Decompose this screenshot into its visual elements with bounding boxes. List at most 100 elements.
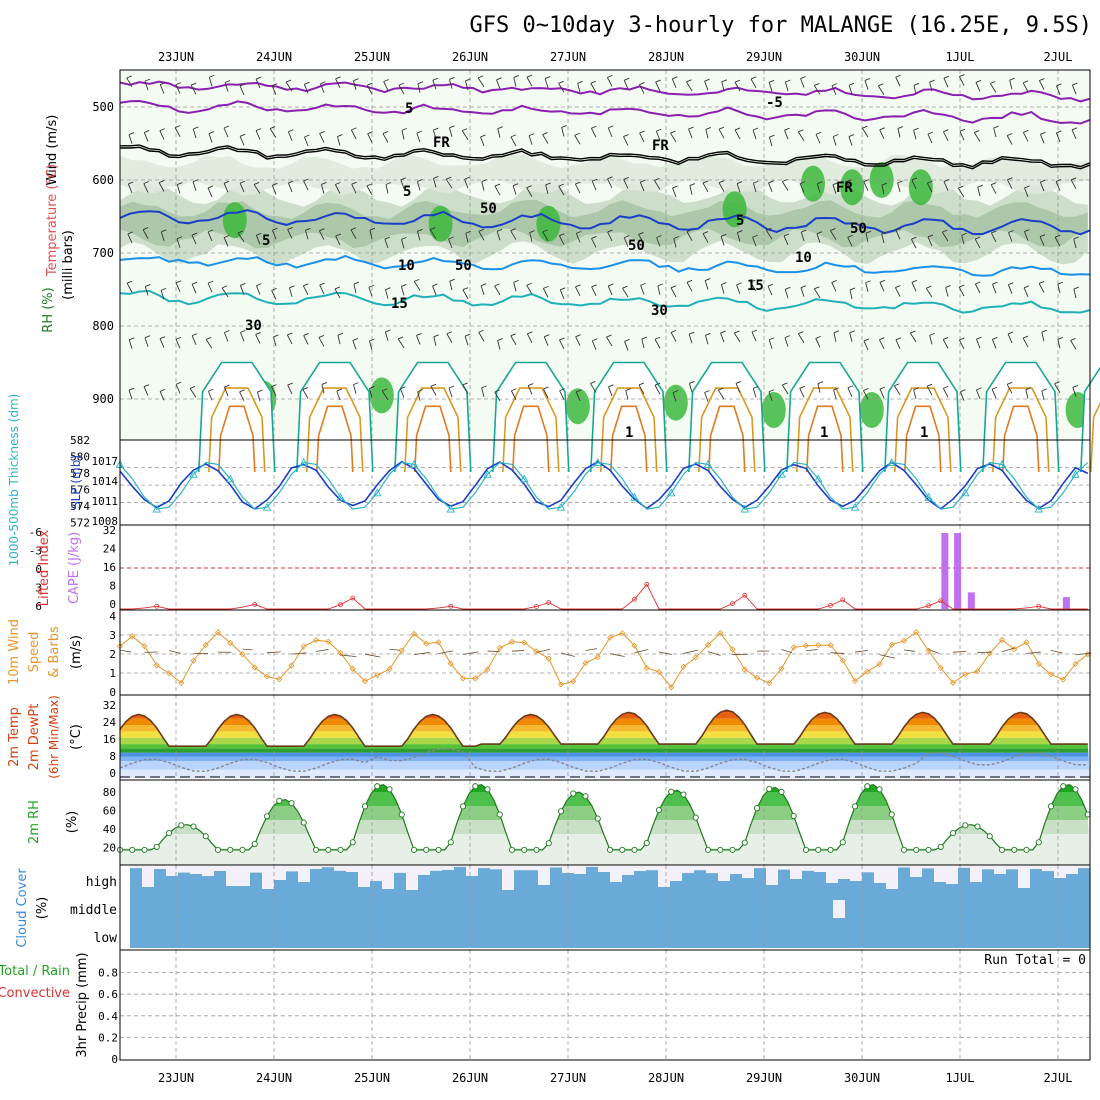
high-cloud-gap xyxy=(814,866,826,872)
wind-barb xyxy=(959,74,965,86)
surface-wind-barb xyxy=(438,650,454,654)
surface-wind-barb xyxy=(536,648,551,653)
wind-barb xyxy=(510,388,517,400)
temperature-contour xyxy=(904,405,942,473)
wind-barb xyxy=(271,287,277,300)
high-cloud-gap xyxy=(610,866,622,882)
wind-barb xyxy=(590,80,597,93)
surface-wind-barb xyxy=(364,653,381,658)
thickness-marker xyxy=(372,488,382,497)
wind-barb xyxy=(369,227,376,240)
wind-barb xyxy=(128,337,135,349)
high-cloud-gap xyxy=(250,866,262,873)
temp-tick: 24 xyxy=(103,716,117,729)
wind-barb xyxy=(208,74,215,87)
high-cloud-gap xyxy=(502,866,514,890)
temperature-contour xyxy=(894,387,952,473)
wind-barb xyxy=(861,125,869,138)
contour-label: 10 xyxy=(398,258,415,274)
wind-barb xyxy=(304,227,311,240)
wind-barb xyxy=(255,76,262,89)
high-cloud-gap xyxy=(574,866,586,874)
wind-barb xyxy=(175,381,182,394)
temperature-contour xyxy=(600,387,658,473)
contour-label: 5 xyxy=(262,233,270,249)
wind-barb xyxy=(590,381,597,393)
wind-barb xyxy=(831,280,837,292)
temperature-contour xyxy=(492,361,570,473)
wind-barb xyxy=(961,232,967,245)
wind-speed-marker xyxy=(655,668,663,676)
wind-barb xyxy=(897,180,903,192)
high-cloud-gap xyxy=(526,866,538,871)
wind-barb xyxy=(717,387,725,400)
wind-barb xyxy=(128,387,135,400)
wind-barb xyxy=(255,332,261,344)
lifted-index-marker xyxy=(338,602,343,608)
wind-barb xyxy=(877,83,885,96)
pressure-tick: 500 xyxy=(92,100,114,114)
wind-barb xyxy=(496,77,502,89)
surface-wind-barb xyxy=(609,653,625,657)
wind-barb xyxy=(126,280,133,293)
wind-barb xyxy=(400,386,406,398)
precip-tick: 0.6 xyxy=(98,988,118,1001)
temperature-contour xyxy=(590,361,668,473)
cloud-level-label: high xyxy=(86,875,117,890)
rh-marker xyxy=(974,823,981,830)
wind-barb xyxy=(734,79,741,92)
rh-band xyxy=(120,834,1090,848)
wind-barb xyxy=(494,283,501,296)
wind-barb xyxy=(639,82,645,94)
wind-barb xyxy=(253,182,261,194)
slp-axis-label: SLP (mb) xyxy=(69,455,83,509)
high-cloud-gap xyxy=(166,866,178,876)
rh-marker xyxy=(423,846,430,853)
high-cloud-gap xyxy=(970,866,982,882)
rh-marker xyxy=(692,814,699,821)
wind-barb xyxy=(287,129,294,141)
wind-barb xyxy=(239,83,246,96)
rh-high-blob xyxy=(801,165,825,202)
wind-barb xyxy=(464,78,471,91)
wind-barb xyxy=(128,132,135,144)
rh-marker xyxy=(729,846,736,853)
surface-wind-barb xyxy=(462,651,479,655)
surface-wind-barb xyxy=(879,654,896,659)
contour-label: 1 xyxy=(820,425,828,441)
wind-barb xyxy=(623,235,630,247)
lifted-index-marker xyxy=(730,601,735,607)
wind-barb xyxy=(913,127,919,140)
contour-label: FR xyxy=(652,138,669,154)
wind-barb xyxy=(429,227,437,239)
rh-marker xyxy=(570,790,577,797)
wind-barb xyxy=(1073,236,1079,249)
wind-barb xyxy=(480,283,487,295)
wind-barb xyxy=(608,384,614,397)
lifted-index-marker xyxy=(448,603,454,609)
temperature-contour xyxy=(404,387,462,473)
run-total-label: Run Total = 0 xyxy=(984,953,1086,968)
wind-barb xyxy=(336,388,343,401)
wind-barb xyxy=(657,283,664,295)
wind-barb xyxy=(304,134,310,147)
wind-speed-marker xyxy=(508,638,516,645)
wind-barb xyxy=(335,233,341,246)
wind-barb xyxy=(400,177,407,189)
wind-barb xyxy=(448,125,455,137)
wind-barb xyxy=(385,287,391,299)
wind-speed-marker xyxy=(300,643,307,650)
wind-barb xyxy=(510,228,517,240)
rh-marker xyxy=(888,811,895,818)
rh-marker xyxy=(521,846,528,853)
wind-barb xyxy=(207,388,214,401)
wind-barb xyxy=(1009,77,1015,90)
wind-barb xyxy=(223,330,230,342)
wind-barb xyxy=(784,127,790,140)
wind-barb xyxy=(208,131,215,143)
li-tick: 6 xyxy=(35,600,42,613)
wind-barb xyxy=(256,283,262,295)
high-cloud-gap xyxy=(646,866,658,871)
wind-barb xyxy=(974,236,981,249)
